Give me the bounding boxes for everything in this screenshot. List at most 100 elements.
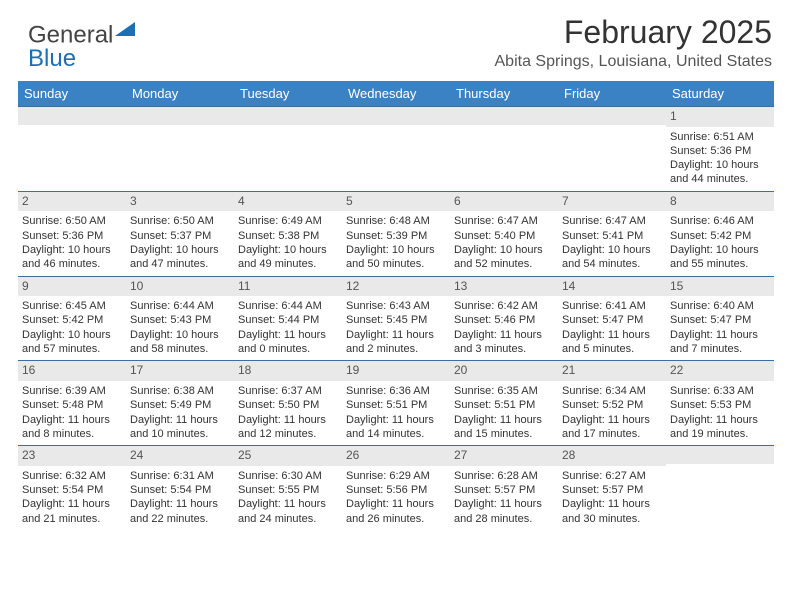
day-sunset: Sunset: 5:52 PM bbox=[562, 398, 662, 412]
calendar-day: 18Sunrise: 6:37 AMSunset: 5:50 PMDayligh… bbox=[234, 361, 342, 445]
calendar-day bbox=[342, 107, 450, 191]
calendar-day: 15Sunrise: 6:40 AMSunset: 5:47 PMDayligh… bbox=[666, 277, 774, 361]
day-sunrise: Sunrise: 6:43 AM bbox=[346, 299, 446, 313]
day-number: 10 bbox=[126, 277, 234, 297]
day-number bbox=[342, 107, 450, 125]
calendar-day: 14 Sunrise: 6:41 AMSunset: 5:47 PMDayligh… bbox=[558, 277, 666, 361]
day-sunset: Sunset: 5:47 PM bbox=[670, 313, 770, 327]
day-daylight: Daylight: 11 hours and 28 minutes. bbox=[454, 497, 554, 526]
calendar-day bbox=[126, 107, 234, 191]
calendar-day: 5Sunrise: 6:48 AMSunset: 5:39 PMDaylight… bbox=[342, 192, 450, 276]
day-daylight: Daylight: 11 hours and 26 minutes. bbox=[346, 497, 446, 526]
day-daylight: Daylight: 11 hours and 24 minutes. bbox=[238, 497, 338, 526]
calendar-day: 28Sunrise: 6:27 AMSunset: 5:57 PMDayligh… bbox=[558, 446, 666, 530]
calendar-day: 7 Sunrise: 6:47 AMSunset: 5:41 PMDaylight… bbox=[558, 192, 666, 276]
day-number: 18 bbox=[234, 361, 342, 381]
day-number: 16 bbox=[18, 361, 126, 381]
day-number: 11 bbox=[234, 277, 342, 297]
day-sunset: Sunset: 5:42 PM bbox=[670, 229, 770, 243]
calendar-day: 24Sunrise: 6:31 AMSunset: 5:54 PMDayligh… bbox=[126, 446, 234, 530]
day-daylight: Daylight: 10 hours and 49 minutes. bbox=[238, 243, 338, 272]
day-daylight: Daylight: 11 hours and 12 minutes. bbox=[238, 413, 338, 442]
calendar-day bbox=[666, 446, 774, 530]
day-sunset: Sunset: 5:45 PM bbox=[346, 313, 446, 327]
day-sunrise: Sunrise: 6:40 AM bbox=[670, 299, 770, 313]
dayname-mon: Monday bbox=[126, 81, 234, 106]
day-daylight: Daylight: 10 hours and 58 minutes. bbox=[130, 328, 230, 357]
day-daylight: Daylight: 11 hours and 2 minutes. bbox=[346, 328, 446, 357]
day-number: 7 bbox=[558, 192, 666, 212]
day-daylight: Daylight: 10 hours and 54 minutes. bbox=[562, 243, 662, 272]
dayname-wed: Wednesday bbox=[342, 81, 450, 106]
day-sunrise: Sunrise: 6:47 AM bbox=[562, 214, 662, 228]
calendar-day: 23Sunrise: 6:32 AMSunset: 5:54 PMDayligh… bbox=[18, 446, 126, 530]
day-number bbox=[666, 446, 774, 464]
day-number: 6 bbox=[450, 192, 558, 212]
day-sunrise: Sunrise: 6:42 AM bbox=[454, 299, 554, 313]
day-sunrise: Sunrise: 6:39 AM bbox=[22, 384, 122, 398]
day-sunset: Sunset: 5:56 PM bbox=[346, 483, 446, 497]
calendar-day: 27Sunrise: 6:28 AMSunset: 5:57 PMDayligh… bbox=[450, 446, 558, 530]
calendar-day: 22Sunrise: 6:33 AMSunset: 5:53 PMDayligh… bbox=[666, 361, 774, 445]
calendar-day bbox=[558, 107, 666, 191]
day-number: 27 bbox=[450, 446, 558, 466]
day-number: 3 bbox=[126, 192, 234, 212]
day-sunset: Sunset: 5:50 PM bbox=[238, 398, 338, 412]
day-sunset: Sunset: 5:36 PM bbox=[670, 144, 770, 158]
day-sunrise: Sunrise: 6:38 AM bbox=[130, 384, 230, 398]
day-sunset: Sunset: 5:37 PM bbox=[130, 229, 230, 243]
day-sunrise: Sunrise: 6:44 AM bbox=[130, 299, 230, 313]
day-number: 12 bbox=[342, 277, 450, 297]
calendar-day: 19Sunrise: 6:36 AMSunset: 5:51 PMDayligh… bbox=[342, 361, 450, 445]
day-daylight: Daylight: 11 hours and 8 minutes. bbox=[22, 413, 122, 442]
day-number: 20 bbox=[450, 361, 558, 381]
calendar-day: 21Sunrise: 6:34 AMSunset: 5:52 PMDayligh… bbox=[558, 361, 666, 445]
day-sunrise: Sunrise: 6:50 AM bbox=[130, 214, 230, 228]
day-daylight: Daylight: 11 hours and 0 minutes. bbox=[238, 328, 338, 357]
day-sunrise: Sunrise: 6:41 AM bbox=[562, 299, 662, 313]
day-sunset: Sunset: 5:47 PM bbox=[562, 313, 662, 327]
day-sunrise: Sunrise: 6:46 AM bbox=[670, 214, 770, 228]
day-number bbox=[234, 107, 342, 125]
calendar-day: 2Sunrise: 6:50 AMSunset: 5:36 PMDaylight… bbox=[18, 192, 126, 276]
calendar-day bbox=[450, 107, 558, 191]
day-number: 22 bbox=[666, 361, 774, 381]
logo-triangle-icon bbox=[115, 22, 135, 41]
brand-logo: General Blue bbox=[28, 22, 135, 71]
day-daylight: Daylight: 11 hours and 5 minutes. bbox=[562, 328, 662, 357]
day-sunset: Sunset: 5:41 PM bbox=[562, 229, 662, 243]
day-sunrise: Sunrise: 6:28 AM bbox=[454, 469, 554, 483]
day-sunrise: Sunrise: 6:48 AM bbox=[346, 214, 446, 228]
calendar-day: 16Sunrise: 6:39 AMSunset: 5:48 PMDayligh… bbox=[18, 361, 126, 445]
day-daylight: Daylight: 10 hours and 57 minutes. bbox=[22, 328, 122, 357]
day-number bbox=[126, 107, 234, 125]
day-sunrise: Sunrise: 6:29 AM bbox=[346, 469, 446, 483]
day-sunrise: Sunrise: 6:34 AM bbox=[562, 384, 662, 398]
day-number: 13 bbox=[450, 277, 558, 297]
day-sunrise: Sunrise: 6:30 AM bbox=[238, 469, 338, 483]
day-number: 15 bbox=[666, 277, 774, 297]
calendar-day: 20Sunrise: 6:35 AMSunset: 5:51 PMDayligh… bbox=[450, 361, 558, 445]
calendar-day: 11Sunrise: 6:44 AMSunset: 5:44 PMDayligh… bbox=[234, 277, 342, 361]
day-sunrise: Sunrise: 6:47 AM bbox=[454, 214, 554, 228]
day-sunset: Sunset: 5:49 PM bbox=[130, 398, 230, 412]
day-sunset: Sunset: 5:51 PM bbox=[454, 398, 554, 412]
calendar-day: 9Sunrise: 6:45 AMSunset: 5:42 PMDaylight… bbox=[18, 277, 126, 361]
calendar-day: 1Sunrise: 6:51 AMSunset: 5:36 PMDaylight… bbox=[666, 107, 774, 191]
day-sunrise: Sunrise: 6:45 AM bbox=[22, 299, 122, 313]
day-sunrise: Sunrise: 6:36 AM bbox=[346, 384, 446, 398]
day-sunset: Sunset: 5:38 PM bbox=[238, 229, 338, 243]
day-number: 14 bbox=[558, 277, 666, 297]
day-sunrise: Sunrise: 6:35 AM bbox=[454, 384, 554, 398]
calendar-week: 16Sunrise: 6:39 AMSunset: 5:48 PMDayligh… bbox=[18, 360, 774, 445]
day-sunset: Sunset: 5:53 PM bbox=[670, 398, 770, 412]
day-sunset: Sunset: 5:44 PM bbox=[238, 313, 338, 327]
day-sunset: Sunset: 5:55 PM bbox=[238, 483, 338, 497]
day-daylight: Daylight: 10 hours and 44 minutes. bbox=[670, 158, 770, 187]
day-sunset: Sunset: 5:54 PM bbox=[130, 483, 230, 497]
day-sunset: Sunset: 5:36 PM bbox=[22, 229, 122, 243]
calendar-day: 4Sunrise: 6:49 AMSunset: 5:38 PMDaylight… bbox=[234, 192, 342, 276]
day-sunset: Sunset: 5:51 PM bbox=[346, 398, 446, 412]
day-number: 1 bbox=[666, 107, 774, 127]
day-sunset: Sunset: 5:39 PM bbox=[346, 229, 446, 243]
